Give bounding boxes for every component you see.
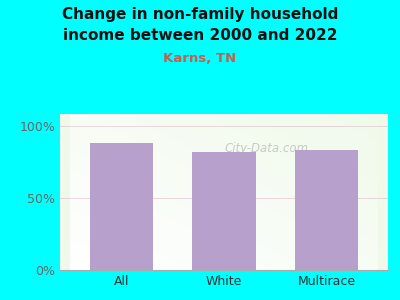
- Text: income between 2000 and 2022: income between 2000 and 2022: [63, 28, 337, 44]
- Text: Change in non-family household: Change in non-family household: [62, 8, 338, 22]
- Bar: [295, 150, 358, 270]
- Bar: [192, 152, 256, 270]
- Text: Karns, TN: Karns, TN: [164, 52, 236, 65]
- Text: City-Data.com: City-Data.com: [224, 142, 309, 155]
- Bar: [90, 143, 153, 270]
